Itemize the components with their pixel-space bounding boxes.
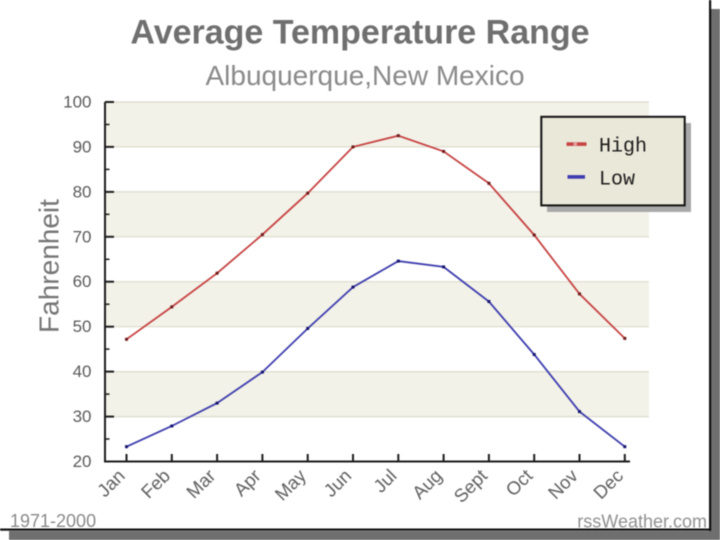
- svg-text:90: 90: [73, 137, 92, 156]
- svg-text:High: High: [599, 136, 647, 159]
- svg-text:70: 70: [73, 227, 92, 246]
- svg-text:Albuquerque,New Mexico: Albuquerque,New Mexico: [205, 60, 524, 91]
- svg-text:1971-2000: 1971-2000: [10, 511, 96, 531]
- svg-text:Average Temperature Range: Average Temperature Range: [130, 14, 589, 52]
- svg-text:Fahrenheit: Fahrenheit: [34, 199, 65, 333]
- svg-text:rssWeather.com: rssWeather.com: [577, 512, 707, 532]
- svg-text:50: 50: [73, 317, 92, 336]
- svg-text:100: 100: [63, 93, 91, 112]
- svg-text:30: 30: [73, 407, 92, 426]
- svg-text:Low: Low: [599, 169, 635, 192]
- svg-text:60: 60: [73, 272, 92, 291]
- svg-text:40: 40: [73, 362, 92, 381]
- svg-text:20: 20: [73, 452, 92, 471]
- svg-text:80: 80: [73, 182, 92, 201]
